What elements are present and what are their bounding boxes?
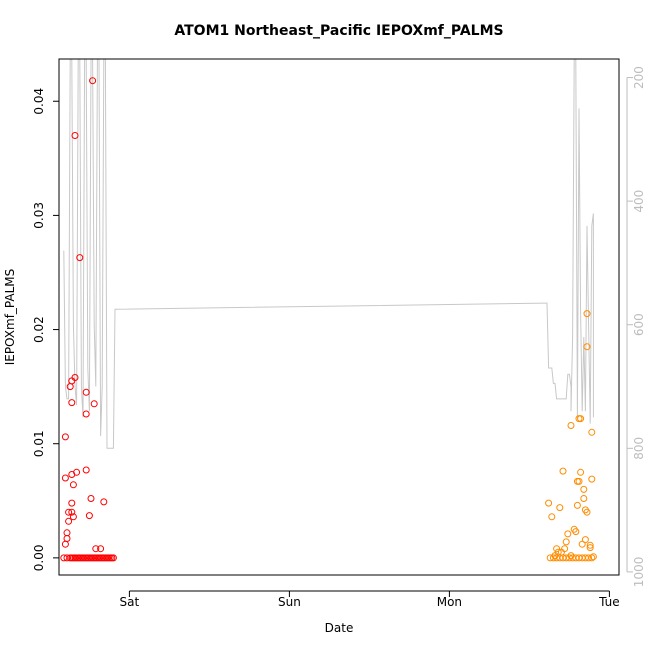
data-point-1-4 (562, 538, 570, 546)
data-point-0-15 (71, 132, 79, 139)
data-point-1-1 (548, 513, 556, 521)
data-point-0-17 (73, 468, 81, 476)
data-point-1-12 (575, 477, 583, 485)
data-point-0-1 (61, 474, 69, 482)
data-point-1-6 (567, 422, 575, 429)
y-tick-label-3: 0.03 (32, 202, 46, 229)
data-point-0-11 (68, 499, 76, 507)
data-point-1-30 (553, 545, 561, 553)
data-point-0-58 (109, 554, 117, 562)
data-point-0-20 (82, 410, 90, 418)
data-point-1-23 (583, 310, 591, 318)
y-axis-label: IEPOXmf_PALMS (3, 269, 17, 366)
data-point-0-27 (97, 545, 105, 553)
data-point-0-24 (89, 77, 97, 85)
data-point-1-27 (588, 475, 596, 483)
data-point-0-4 (63, 529, 71, 537)
axes-layer: 0.00 0.01 0.02 0.03 0.04 Sat Sun Mon Tue 200 400 60… (32, 58, 646, 609)
data-point-0-7 (66, 383, 74, 391)
data-point-1-24 (586, 541, 594, 549)
y-tick-label-4: 0.04 (32, 88, 46, 115)
data-point-1-17 (580, 485, 588, 493)
y-tick-label-2: 0.02 (32, 316, 46, 343)
data-point-1-18 (580, 495, 588, 502)
data-point-0-28 (100, 498, 108, 506)
data-point-1-16 (578, 540, 586, 548)
data-point-0-21 (82, 466, 90, 474)
data-point-1-47 (588, 554, 596, 562)
data-point-1-22 (583, 343, 591, 351)
x-axis-label: Date (325, 621, 354, 635)
data-point-0-9 (68, 399, 76, 407)
data-point-1-10 (573, 501, 581, 509)
pressure-line (63, 59, 594, 449)
data-point-1-3 (559, 467, 567, 475)
data-point-1-2 (556, 504, 564, 512)
chart-title: ATOM1 Northeast_Pacific IEPOXmf_PALMS (174, 23, 503, 39)
data-point-1-15 (577, 468, 585, 476)
data-point-0-19 (82, 388, 90, 396)
x-tick-label-2: Mon (437, 595, 462, 609)
data-point-0-25 (90, 400, 98, 408)
data-point-1-5 (564, 530, 572, 538)
marks-layer (60, 59, 597, 562)
data-point-0-3 (63, 535, 71, 542)
x-tick-label-1: Sun (278, 595, 301, 609)
data-point-1-9 (572, 528, 580, 536)
data-point-0-12 (68, 508, 76, 516)
data-point-0-13 (69, 481, 77, 489)
data-point-0-16 (71, 374, 79, 381)
y2-tick-label-1: 400 (632, 190, 646, 213)
data-point-1-33 (561, 545, 569, 553)
y2-tick-label-2: 600 (632, 313, 646, 336)
data-point-1-46 (585, 554, 593, 562)
y-tick-label-0: 0.00 (32, 545, 46, 572)
data-point-1-28 (589, 553, 597, 561)
data-point-1-0 (545, 499, 553, 507)
data-point-0-23 (87, 495, 95, 502)
data-point-0-6 (65, 508, 73, 516)
y2-tick-label-3: 800 (632, 437, 646, 460)
y-tick-label-1: 0.01 (32, 430, 46, 457)
data-point-1-20 (581, 536, 589, 544)
data-point-0-0 (61, 433, 69, 441)
x-tick-label-3: Tue (598, 595, 620, 609)
plot-frame (58, 58, 620, 576)
data-point-1-26 (588, 428, 596, 436)
y2-tick-label-4: 1000 (632, 557, 646, 588)
x-tick-label-0: Sat (120, 595, 140, 609)
data-point-0-18 (76, 254, 84, 262)
data-point-1-25 (586, 544, 594, 552)
data-point-0-5 (65, 517, 73, 525)
data-point-1-21 (583, 508, 591, 516)
data-point-1-14 (577, 415, 585, 423)
data-point-0-14 (69, 513, 77, 521)
data-point-0-22 (85, 512, 93, 520)
y2-tick-label-0: 200 (632, 66, 646, 89)
data-point-0-26 (92, 545, 100, 553)
data-point-0-2 (61, 540, 69, 548)
